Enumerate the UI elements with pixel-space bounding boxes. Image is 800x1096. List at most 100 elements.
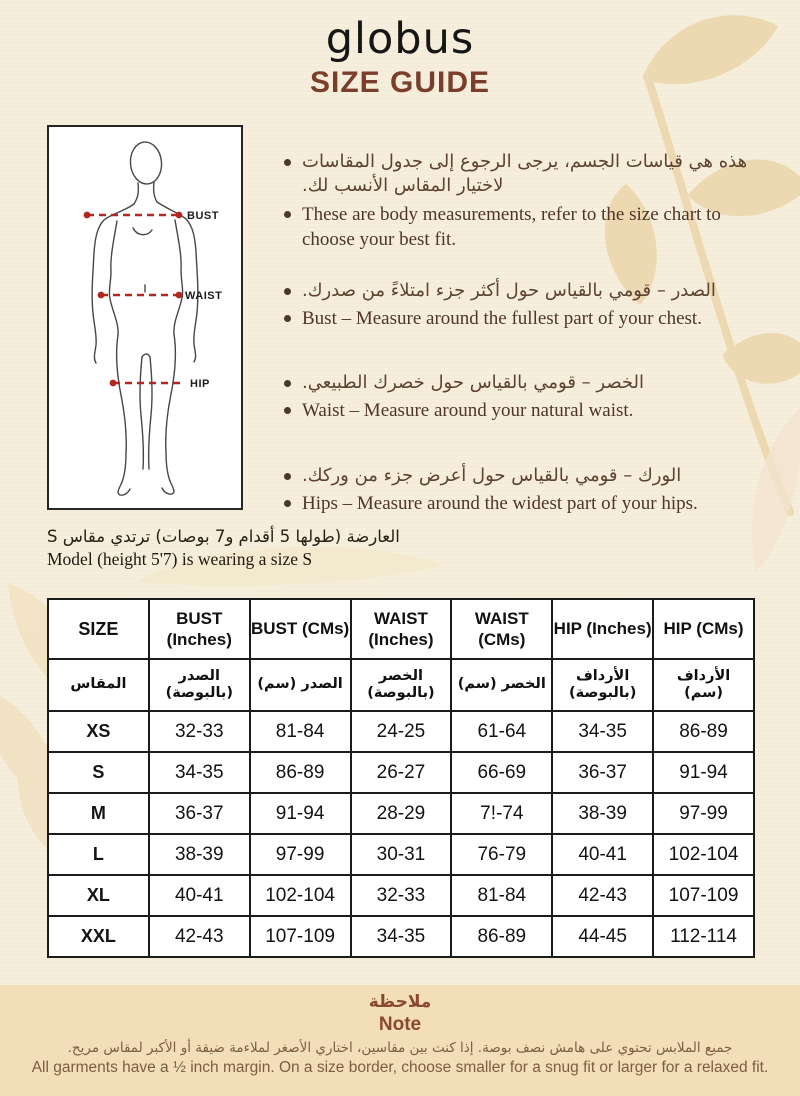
waist-label: WAIST [185,290,222,302]
bust-label: BUST [187,210,219,222]
column-header-ar: الخصر (سم) [450,658,554,712]
value-cell: 107-109 [652,874,755,917]
size-cell: XL [47,874,150,917]
list-item: These are body measurements, refer to th… [284,202,758,252]
value-cell: 86-89 [248,751,352,794]
table-row: XS 32-33 81-84 24-25 61-64 34-35 86-89 [47,710,755,753]
page-title: SIZE GUIDE [309,66,491,100]
bullet-group-waist: الخصر – قومي بالقياس حول خصرك الطبيعي. W… [284,371,758,423]
note-heading-en: Note [378,1014,422,1035]
column-header: BUST (CMs) [248,598,352,660]
value-cell: 42-43 [551,874,655,917]
value-cell: 86-89 [652,710,755,753]
bullet-icon [284,407,291,415]
value-cell: 91-94 [248,792,352,835]
footer-note: ملاحظة Note جميع الملابس تحتوي على هامش … [0,985,800,1096]
value-cell: 34-35 [551,710,655,753]
measurement-endpoints [83,211,183,387]
table-row: S 34-35 86-89 26-27 66-69 36-37 91-94 [47,751,755,794]
figure-sketch: BUST WAIST HIP [83,141,222,496]
size-table-wrap: SIZE BUST (Inches) BUST (CMs) WAIST (Inc… [47,598,755,958]
column-header-ar: الأرداف (سم) [652,658,755,712]
bullet-icon [284,472,291,480]
instruction-text-en: Waist – Measure around your natural wais… [302,400,634,422]
column-header-ar: الصدر (سم) [248,658,352,712]
instruction-text-ar: الخصر – قومي بالقياس حول خصرك الطبيعي. [302,372,645,394]
value-cell: 32-33 [349,874,453,917]
value-cell: 42-43 [147,915,251,958]
value-cell: 38-39 [551,792,655,835]
note-body-en: All garments have a ½ inch margin. On a … [31,1059,769,1076]
bullet-group-bust: الصدر – قومي بالقياس حول أكثر جزء امتلاء… [284,279,758,331]
value-cell: 97-99 [248,833,352,876]
size-cell: XXL [47,915,150,958]
instruction-text-en: These are body measurements, refer to th… [302,203,721,250]
list-item: الخصر – قومي بالقياس حول خصرك الطبيعي. [284,371,758,395]
value-cell: 112-114 [652,915,755,958]
list-item: الصدر – قومي بالقياس حول أكثر جزء امتلاء… [284,279,758,303]
value-cell: 40-41 [147,874,251,917]
bullet-icon [284,159,291,166]
value-cell: 40-41 [551,833,655,876]
column-header: BUST (Inches) [147,598,251,660]
table-row: L 38-39 97-99 30-31 76-79 40-41 102-104 [47,833,755,876]
model-note-en: Model (height 5'7) is wearing a size S [47,549,313,569]
size-table-body: XS 32-33 81-84 24-25 61-64 34-35 86-89 S 34-35 86… [47,710,755,958]
value-cell: 38-39 [147,833,251,876]
value-cell: 81-84 [248,710,352,753]
list-item: الورك – قومي بالقياس حول أعرض جزء من ورك… [284,464,758,488]
body-diagram: BUST WAIST HIP [47,125,243,510]
value-cell: 32-33 [147,710,251,753]
value-cell: 102-104 [652,833,755,876]
size-cell: M [47,792,150,835]
female-figure-outline [91,141,199,496]
value-cell: 36-37 [551,751,655,794]
table-row: M 36-37 91-94 28-29 7!-74 38-39 97-99 [47,792,755,835]
leaf-decoration-right [752,408,800,572]
value-cell: 7!-74 [450,792,554,835]
instruction-text-ar: هذه هي قياسات الجسم، يرجى الرجوع إلى جدو… [302,151,748,197]
column-header: WAIST (CMs) [450,598,554,660]
size-table: SIZE BUST (Inches) BUST (CMs) WAIST (Inc… [47,598,755,958]
table-row: XL 40-41 102-104 32-33 81-84 42-43 107-109 [47,874,755,917]
instruction-text-en: Bust – Measure around the fullest part o… [302,308,702,330]
value-cell: 26-27 [349,751,453,794]
brand-logo: globus [325,14,475,64]
instruction-text-ar: الورك – قومي بالقياس حول أعرض جزء من ورك… [302,464,682,486]
bullet-icon [284,499,291,507]
column-header-ar: الصدر (بالبوصة) [147,658,251,712]
value-cell: 61-64 [450,710,554,753]
value-cell: 36-37 [147,792,251,835]
table-header-row-en: SIZE BUST (Inches) BUST (CMs) WAIST (Inc… [47,598,755,660]
leaf-decoration-behind-model [138,546,442,586]
value-cell: 76-79 [450,833,554,876]
column-header-ar: المقاس [47,658,150,712]
value-cell: 97-99 [652,792,755,835]
measurement-lines [87,213,183,385]
value-cell: 107-109 [248,915,352,958]
column-header: WAIST (Inches) [349,598,453,660]
bullet-icon [284,315,291,323]
bullet-group-hip: الورك – قومي بالقياس حول أعرض جزء من ورك… [284,464,758,516]
bullet-icon [284,210,291,218]
value-cell: 34-35 [147,751,251,794]
value-cell: 91-94 [652,751,755,794]
size-cell: S [47,751,150,794]
size-cell: XS [47,710,150,753]
bullet-icon [284,287,291,295]
measurement-instructions: هذه هي قياسات الجسم، يرجى الرجوع إلى جدو… [284,150,758,543]
column-header-ar: الخصر (بالبوصة) [349,658,453,712]
value-cell: 66-69 [450,751,554,794]
bullet-group-intro: هذه هي قياسات الجسم، يرجى الرجوع إلى جدو… [284,150,758,252]
table-header-row-ar: المقاس الصدر (بالبوصة) الصدر (سم) الخصر … [47,658,755,712]
list-item: Hips – Measure around the widest part of… [284,491,758,516]
value-cell: 30-31 [349,833,453,876]
bullet-icon [284,380,291,388]
column-header: SIZE [47,598,150,660]
hip-label: HIP [190,378,210,390]
leaf-decoration-top-right [604,15,800,516]
value-cell: 24-25 [349,710,453,753]
value-cell: 34-35 [349,915,453,958]
model-note: العارضة (طولها 5 أقدام و7 بوصات) ترتدي م… [47,527,517,570]
